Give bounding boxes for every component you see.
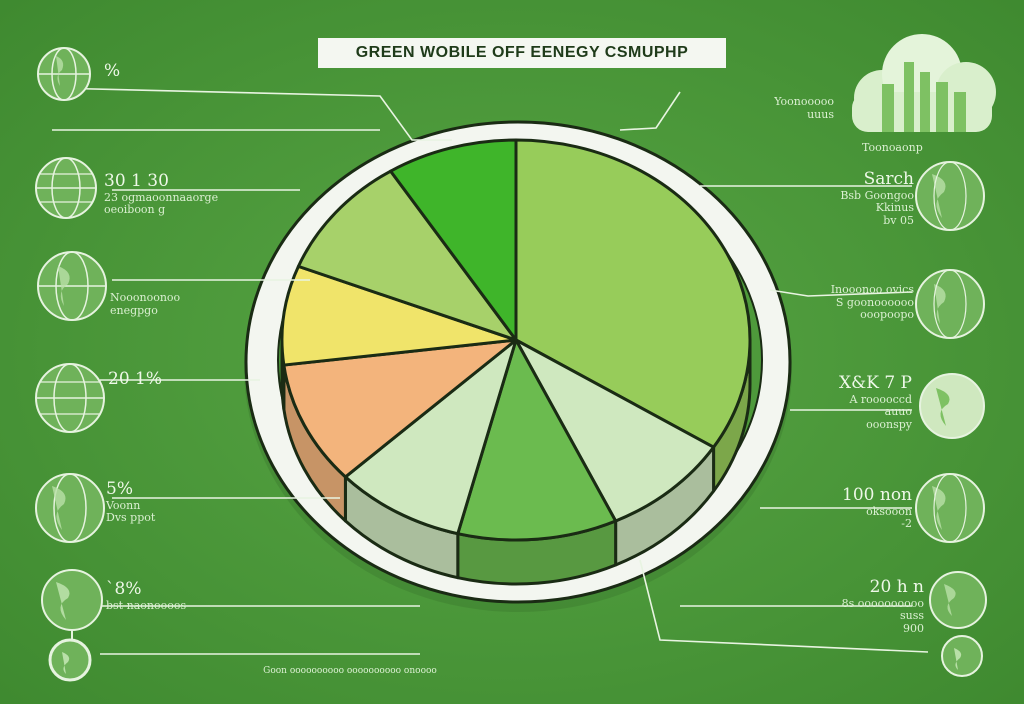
globe-icon [919, 373, 985, 439]
left-annotation: 20 1% [108, 369, 163, 390]
leader-line [639, 559, 929, 653]
right-annotation: Sarch Bsb Goongoo Kkinus bv 05 [840, 169, 914, 227]
annotation-text: 23 ogmaoonnaaorge oeoiboon g [104, 190, 219, 217]
chart-title: GREEN WOBILE OFF EENEGY CSMUPHP [318, 38, 726, 68]
left-annotation: Nooonoonoo enegpgo [110, 291, 181, 317]
left-annotation: 5% Voonn Dvs ppot [106, 479, 156, 525]
globe-icon [915, 161, 985, 231]
pie-slice [343, 338, 518, 536]
annotation-value: 100 non [842, 485, 912, 505]
leader-line [619, 91, 681, 131]
globe-icon [37, 47, 91, 101]
annotation-text: Voonn Dvs ppot [106, 498, 156, 525]
annotation-text: Toonoaonp [862, 141, 923, 154]
globe-icon [48, 638, 92, 682]
annotation-value: 30 1 30 [104, 171, 169, 191]
annotation-value: % [104, 61, 121, 81]
globe-icon [915, 269, 985, 339]
globe-icon [37, 251, 107, 321]
annotation-text: A rooooccd auuo ooonspy [849, 392, 912, 431]
annotation-text: Inooonoo ovics S goonoooooo ooopoopo [830, 283, 914, 322]
right-annotation: X&K 7 P A rooooccd auuo ooonspy [839, 373, 912, 431]
right-annotation: 20 h n 8s oooooooooo suss 900 [841, 577, 924, 635]
annotation-text: oksooon -2 [866, 504, 912, 531]
left-annotation: 30 1 30 23 ogmaoonnaaorge oeoiboon g [104, 171, 219, 217]
globe-icon [915, 473, 985, 543]
bottom-annotation: Goon oooooooooo oooooooooo onoooo [263, 666, 437, 676]
globe-icon [41, 569, 103, 644]
factory-cloud-icon [852, 34, 996, 132]
pie-slices [280, 138, 752, 542]
pie-slice [456, 338, 618, 542]
leader-line [769, 289, 913, 297]
leader-line [51, 87, 452, 141]
pie-slice [282, 338, 518, 479]
left-annotation: % [104, 61, 121, 82]
globe-icon [35, 157, 97, 219]
right-annotation: Toonoaonp [862, 141, 923, 155]
annotation-text: Nooonoonoo enegpgo [110, 291, 181, 317]
right-annotation: Yoonooooo uuus [774, 95, 834, 121]
annotation-text: Bsb Goongoo Kkinus bv 05 [840, 188, 914, 227]
right-annotation: Inooonoo ovics S goonoooooo ooopoopo [830, 283, 914, 322]
pie-slice [280, 264, 518, 367]
annotation-value: X&K 7 P [839, 373, 912, 393]
globe-icon [35, 473, 105, 543]
annotation-value: 20 1% [108, 369, 163, 389]
globe-icon [35, 363, 105, 433]
pie-slice [514, 338, 716, 523]
pie-slice [389, 138, 518, 342]
annotation-value: 5% [106, 479, 133, 499]
pie-slice [296, 169, 518, 342]
leader-lines [51, 87, 929, 655]
annotation-text: bst naonoooos [106, 598, 187, 612]
left-annotation: `8% bst naonoooos [106, 579, 187, 612]
annotation-value: Sarch [863, 169, 914, 189]
right-annotation: 100 non oksooon -2 [842, 485, 912, 531]
globe-icon [929, 571, 987, 629]
annotation-text: Yoonooooo uuus [774, 95, 834, 121]
annotation-value: `8% [106, 579, 142, 599]
annotation-text: 8s oooooooooo suss 900 [841, 596, 924, 635]
annotation-value: 20 h n [869, 577, 924, 597]
globe-icon [941, 635, 983, 677]
